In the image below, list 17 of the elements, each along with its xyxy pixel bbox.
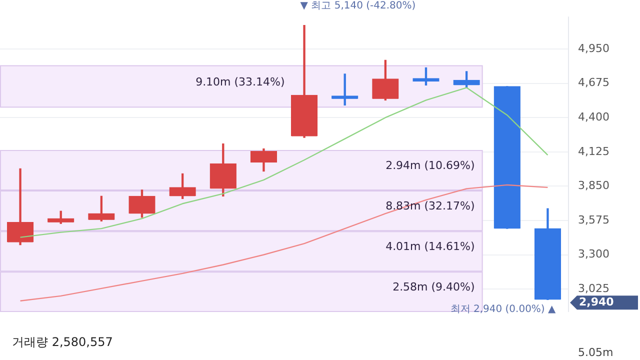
text: ▼ 최고 5,140 (-42.80%) <box>300 0 416 12</box>
y-tick-label: 3,025 <box>578 282 610 295</box>
text: 거래량 2,580,557 <box>12 335 113 350</box>
text: 2,940 <box>579 296 614 309</box>
y-tick-label: 3,850 <box>578 179 610 192</box>
y-tick-label: 4,400 <box>578 110 610 124</box>
band-label: 2.58m (9.40%) <box>392 280 475 294</box>
band-label: 9.10m (33.14%) <box>196 75 285 88</box>
band-label: 2.94m (10.69%) <box>386 159 475 172</box>
band-label: 4.01m (14.61%) <box>386 240 475 254</box>
annotation: 최저 2,940 (0.00%) ▲ <box>450 304 556 316</box>
y-tick-label: 3,300 <box>578 248 610 261</box>
text: 5.05m <box>578 346 614 359</box>
y-tick-label: 4,950 <box>578 42 610 55</box>
y-tick-label: 4,675 <box>578 76 610 90</box>
y-tick-label: 4,125 <box>578 144 610 158</box>
y-tick-label: 3,575 <box>578 213 610 226</box>
